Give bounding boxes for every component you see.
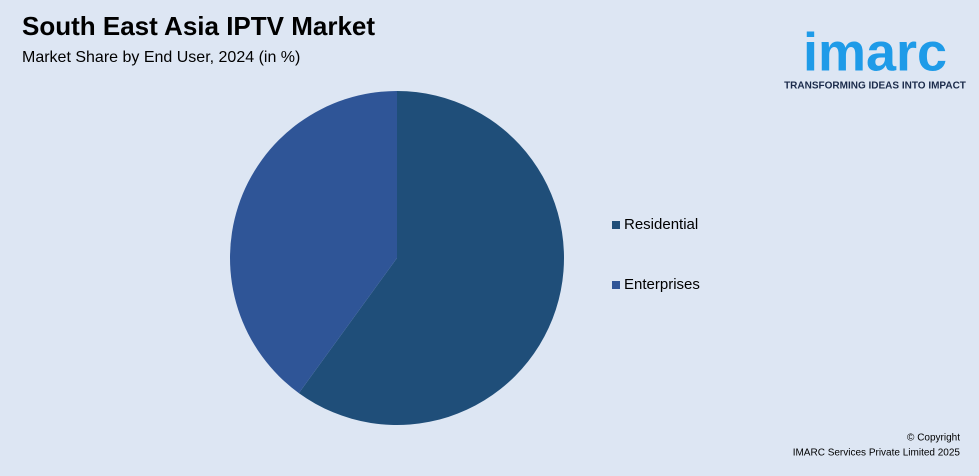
pie-slice xyxy=(298,91,565,426)
chart-title: South East Asia IPTV Market xyxy=(22,11,375,41)
pie-slice xyxy=(230,91,397,394)
legend-label: Residential xyxy=(624,216,698,233)
chart-subtitle: Market Share by End User, 2024 (in %) xyxy=(22,49,300,66)
copyright-company: IMARC Services Private Limited 2025 xyxy=(793,448,961,459)
legend-swatch xyxy=(612,221,620,229)
legend-label: Enterprises xyxy=(624,276,700,293)
logo: imarc xyxy=(803,22,947,82)
logo-tagline: TRANSFORMING IDEAS INTO IMPACT xyxy=(784,81,966,92)
copyright: © Copyright xyxy=(907,433,960,444)
legend-swatch xyxy=(612,281,620,289)
